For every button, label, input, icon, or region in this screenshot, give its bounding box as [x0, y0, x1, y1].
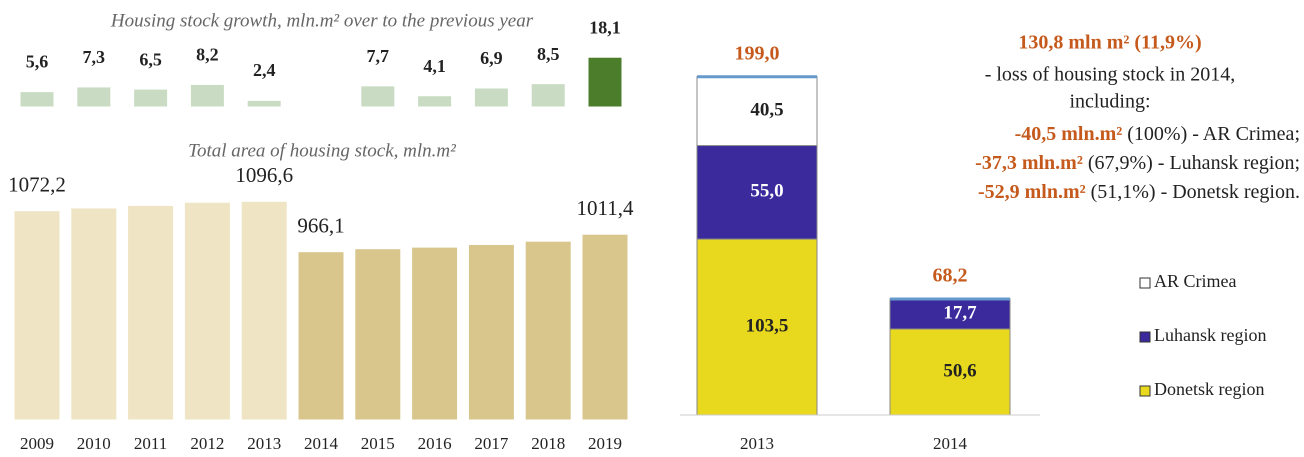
bar [134, 89, 168, 107]
annotation-item: -37,3 mln.m²(67,9%) - Luhansk region; [975, 152, 1300, 174]
bar [184, 202, 230, 420]
x-tick-label: 2010 [77, 434, 111, 453]
legend-label: Donetsk region [1154, 379, 1264, 399]
value-label: 55,0 [750, 181, 783, 202]
x-tick-label: 2009 [20, 434, 54, 453]
value-label: 8,5 [537, 44, 560, 64]
x-tick-label: 2019 [588, 434, 622, 453]
bar [468, 244, 514, 420]
x-tick-label: 2016 [418, 434, 452, 453]
bar [412, 247, 458, 420]
bar [298, 252, 344, 420]
annotation-item: -40,5 mln.m²(100%) - AR Crimea; [1015, 123, 1300, 145]
chart-title: Housing stock growth, mln.m² over to the… [110, 10, 534, 31]
value-label: 1011,4 [577, 196, 634, 220]
annotation-text: (67,9%) - Luhansk region; [1088, 152, 1300, 174]
value-label: 2,4 [253, 60, 276, 80]
chart: Housing stock growth, mln.m² over to the… [0, 0, 1304, 457]
value-label: 6,9 [480, 48, 503, 68]
bar [418, 96, 452, 107]
x-tick-label: 2012 [190, 434, 224, 453]
bar [361, 86, 395, 107]
legend-swatch [1140, 332, 1150, 342]
bar [588, 57, 622, 107]
bar [525, 241, 571, 420]
x-tick-label: 2013 [740, 434, 774, 453]
value-label: 50,6 [943, 360, 976, 381]
annotation-text: (100%) - AR Crimea; [1127, 123, 1300, 145]
annotation-highlight: -37,3 mln.m² [975, 152, 1083, 174]
bar [582, 234, 628, 420]
x-tick-label: 2018 [531, 434, 565, 453]
annotation-headline: 130,8 mln m² (11,9%) [1018, 32, 1201, 54]
annotation-item: -52,9 mln.m²(51,1%) - Donetsk region. [978, 181, 1300, 203]
bar [14, 211, 60, 420]
value-label: 4,1 [423, 56, 446, 76]
bar [474, 88, 508, 107]
value-label: 6,5 [139, 49, 162, 69]
x-tick-label: 2017 [474, 434, 509, 453]
value-label: 40,5 [750, 99, 783, 120]
bar [247, 100, 281, 107]
x-tick-label: 2013 [247, 434, 281, 453]
bar [20, 92, 54, 107]
annotation-highlight: -40,5 mln.m² [1015, 123, 1123, 145]
annotation-text: (51,1%) - Donetsk region. [1091, 181, 1300, 203]
value-label: 103,5 [746, 315, 789, 336]
value-label: 1072,2 [8, 173, 66, 197]
value-label: 7,7 [367, 46, 390, 66]
value-label: 966,1 [297, 213, 344, 237]
bar [71, 208, 117, 420]
x-tick-label: 2011 [134, 434, 167, 453]
bar [241, 201, 287, 420]
value-label: 7,3 [83, 47, 106, 67]
bar [355, 249, 401, 420]
value-label: 8,2 [196, 45, 219, 65]
total-label: 199,0 [735, 42, 780, 64]
x-tick-label: 2014 [304, 434, 339, 453]
bar [531, 84, 565, 107]
value-label: 5,6 [26, 52, 49, 72]
legend-label: Luhansk region [1154, 325, 1266, 345]
value-label: 18,1 [589, 17, 621, 37]
annotation-line: including: [1069, 91, 1150, 113]
total-label: 68,2 [933, 265, 968, 287]
bar [128, 205, 174, 420]
x-tick-label: 2014 [933, 434, 968, 453]
bar [77, 87, 111, 107]
value-label: 1096,6 [235, 163, 293, 187]
annotation-line: - loss of housing stock in 2014, [985, 64, 1236, 86]
legend-swatch [1140, 278, 1150, 288]
value-label: 17,7 [943, 302, 977, 323]
annotation-highlight: -52,9 mln.m² [978, 181, 1086, 203]
x-tick-label: 2015 [361, 434, 395, 453]
bar [190, 84, 224, 107]
legend-swatch [1140, 386, 1150, 396]
legend-label: AR Crimea [1154, 271, 1237, 291]
chart-title: Total area of housing stock, mln.m² [188, 140, 456, 161]
page: Housing stock growth, mln.m² over to the… [0, 0, 1304, 457]
